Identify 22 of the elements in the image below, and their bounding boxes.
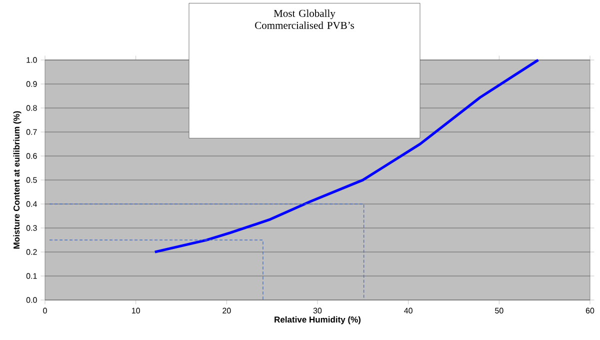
x-tick-label: 50 — [495, 308, 504, 314]
y-tick-label: 1.0 — [26, 57, 37, 63]
y-tick-label: 0.9 — [26, 81, 37, 87]
y-tick-label: 0.6 — [26, 153, 37, 159]
x-tick-label: 10 — [132, 308, 140, 314]
y-tick-label: 0.4 — [26, 201, 37, 207]
x-tick-label: 30 — [313, 308, 322, 314]
y-axis-title: Moisture Content at euilibrium (%) — [13, 111, 22, 249]
y-tick-label: 0.0 — [26, 297, 37, 303]
x-tick-label: 0 — [43, 308, 47, 314]
y-tick-label: 0.5 — [26, 177, 37, 183]
y-tick-label: 0.8 — [26, 105, 37, 111]
y-tick-label: 0.3 — [26, 225, 37, 231]
x-tick-label: 20 — [222, 308, 231, 314]
y-tick-label: 0.7 — [26, 129, 37, 135]
y-tick-label: 0.1 — [26, 273, 37, 279]
line-series — [154, 58, 540, 254]
x-tick-label: 40 — [404, 308, 412, 314]
y-tick-label: 0.2 — [26, 249, 37, 255]
chart-title: Most Globally Commercialised PVB’s — [255, 10, 354, 29]
x-tick-label: 60 — [586, 308, 594, 314]
x-axis-title: Relative Humidity (%) — [274, 316, 361, 324]
